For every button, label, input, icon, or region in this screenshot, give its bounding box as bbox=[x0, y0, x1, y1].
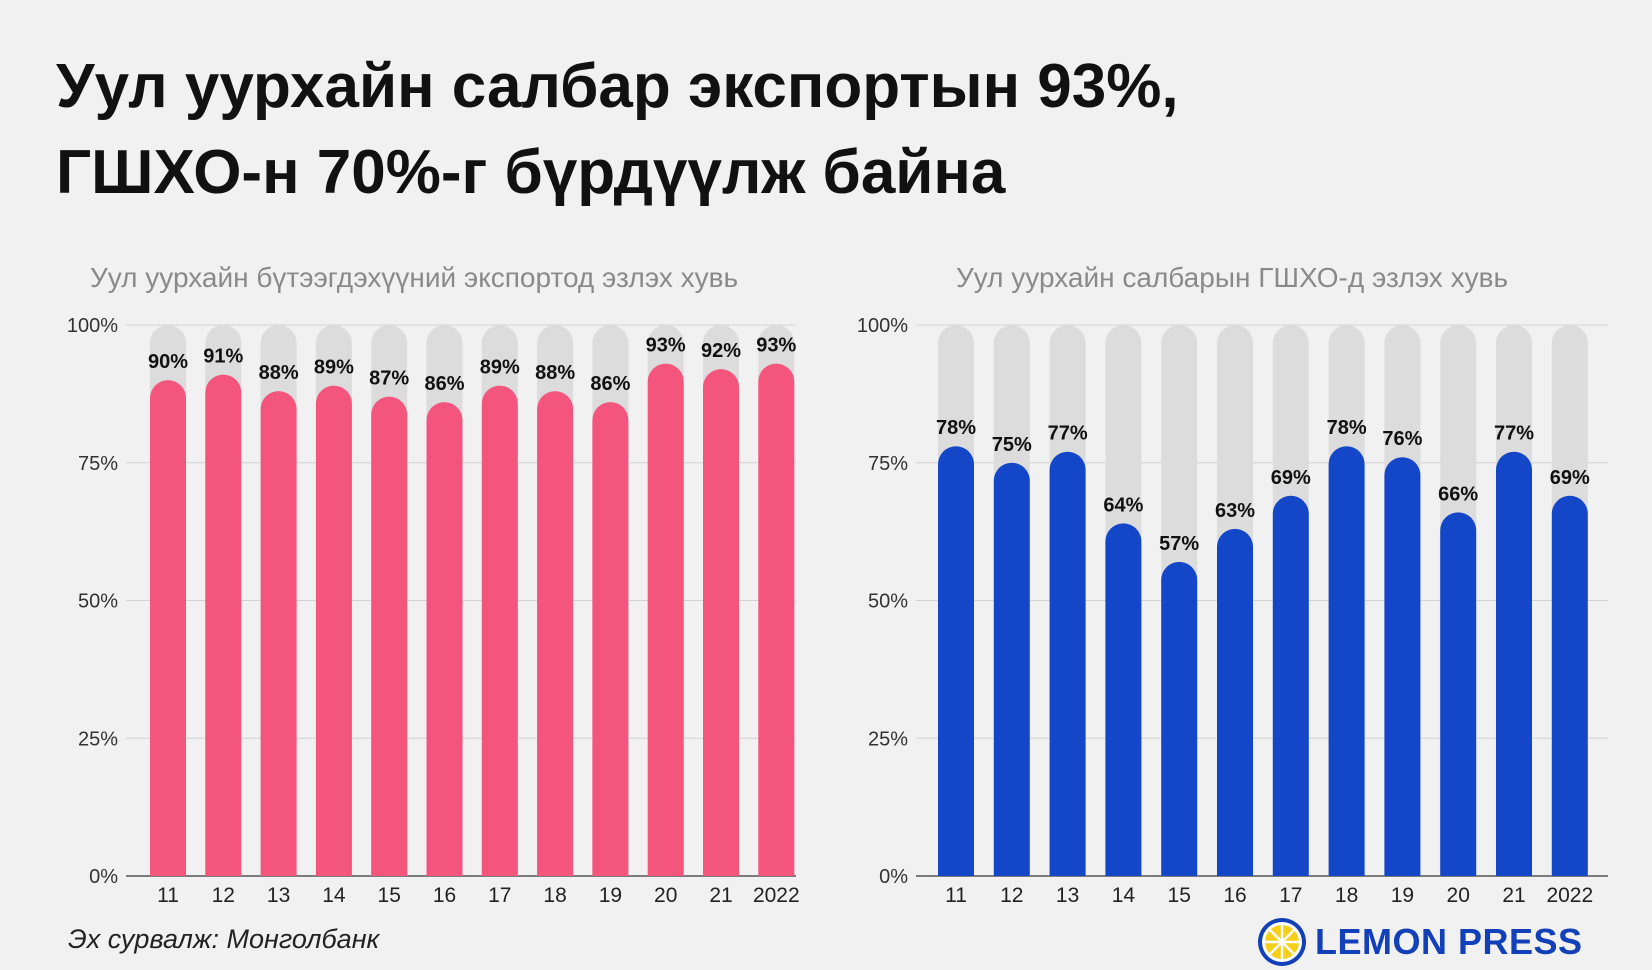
bar bbox=[426, 402, 463, 876]
data-label: 90% bbox=[148, 351, 188, 373]
headline-line-1: Уул уурхайн салбар экспортын 93%, bbox=[56, 52, 1179, 121]
x-tick-label: 21 bbox=[709, 884, 732, 907]
data-label: 93% bbox=[646, 335, 686, 357]
data-label: 64% bbox=[1103, 494, 1143, 516]
x-tick-label: 12 bbox=[1000, 884, 1023, 907]
brand-name: LEMON PRESS bbox=[1315, 921, 1583, 962]
x-tick-label: 12 bbox=[212, 884, 235, 907]
x-tick-label: 11 bbox=[945, 884, 967, 907]
x-tick-label: 19 bbox=[599, 884, 622, 907]
bar bbox=[371, 396, 408, 876]
data-label: 92% bbox=[701, 340, 741, 362]
data-label: 86% bbox=[424, 373, 464, 395]
bar bbox=[1161, 561, 1198, 876]
x-tick-label: 16 bbox=[1223, 884, 1246, 907]
data-label: 77% bbox=[1048, 423, 1088, 445]
x-tick-label: 16 bbox=[433, 884, 456, 907]
x-tick-label: 2022 bbox=[1546, 884, 1593, 907]
bar bbox=[1049, 451, 1086, 876]
y-tick-label: 75% bbox=[868, 453, 908, 475]
mining-fdi-share-chart: Уул уурхайн салбарын ГШХО-д эзлэх хувь 0… bbox=[830, 250, 1652, 930]
headline-line-2: ГШХО-н 70%-г бүрдүүлж байна bbox=[56, 138, 1006, 207]
data-label: 78% bbox=[1327, 417, 1367, 439]
data-label: 89% bbox=[314, 357, 354, 379]
data-label: 76% bbox=[1382, 428, 1422, 450]
bar bbox=[1551, 495, 1588, 876]
bar bbox=[1328, 446, 1365, 876]
bar bbox=[592, 402, 629, 876]
chart-title: Уул уурхайн бүтээгдэхүүний экспортод эзл… bbox=[90, 262, 739, 293]
data-label: 88% bbox=[259, 362, 299, 384]
x-tick-label: 17 bbox=[488, 884, 511, 907]
mining-export-share-chart: Уул уурхайн бүтээгдэхүүний экспортод эзл… bbox=[0, 250, 830, 930]
x-tick-label: 11 bbox=[157, 884, 179, 907]
x-tick-label: 21 bbox=[1502, 884, 1525, 907]
source-note: Эх сурвалж: Монголбанк bbox=[68, 924, 380, 954]
bar bbox=[1440, 512, 1477, 876]
bar bbox=[315, 385, 352, 876]
bar bbox=[1217, 528, 1253, 876]
y-tick-label: 0% bbox=[879, 866, 908, 888]
y-tick-label: 0% bbox=[89, 866, 118, 888]
bar bbox=[647, 363, 684, 876]
data-label: 91% bbox=[203, 346, 243, 368]
x-tick-label: 18 bbox=[1335, 884, 1358, 907]
data-label: 88% bbox=[535, 362, 575, 384]
x-tick-label: 20 bbox=[654, 884, 677, 907]
page-headline: Уул уурхайн салбар экспортын 93%, ГШХО-н… bbox=[56, 44, 1556, 216]
x-tick-label: 19 bbox=[1391, 884, 1414, 907]
data-label: 69% bbox=[1271, 467, 1311, 489]
y-tick-label: 50% bbox=[78, 591, 118, 613]
brand-logo[interactable]: LEMON PRESS bbox=[1257, 914, 1583, 970]
data-label: 78% bbox=[936, 417, 976, 439]
bar bbox=[537, 391, 574, 876]
data-label: 63% bbox=[1215, 500, 1255, 522]
data-label: 86% bbox=[590, 373, 630, 395]
x-tick-label: 17 bbox=[1279, 884, 1302, 907]
chart-plot: 0% 25% 50% 75% 100% 78% 11 75% 12 77% 13 64% 14 57% 15… bbox=[857, 315, 1608, 907]
y-tick-label: 100% bbox=[67, 315, 118, 337]
data-label: 87% bbox=[369, 368, 409, 390]
x-tick-label: 13 bbox=[1056, 884, 1079, 907]
y-tick-label: 100% bbox=[857, 315, 908, 337]
y-tick-label: 75% bbox=[78, 453, 118, 475]
bar bbox=[260, 391, 297, 876]
data-label: 69% bbox=[1550, 467, 1590, 489]
lemon-slice-icon bbox=[1258, 918, 1306, 966]
data-label: 89% bbox=[480, 357, 520, 379]
bar bbox=[1272, 495, 1309, 876]
bar bbox=[205, 374, 242, 876]
bar bbox=[938, 446, 974, 876]
bar bbox=[150, 380, 186, 876]
bar bbox=[1105, 523, 1142, 876]
data-label: 77% bbox=[1494, 423, 1534, 445]
x-tick-label: 2022 bbox=[753, 884, 800, 907]
x-tick-label: 13 bbox=[267, 884, 290, 907]
bar bbox=[481, 385, 518, 876]
x-tick-label: 14 bbox=[1112, 884, 1136, 907]
x-tick-label: 15 bbox=[1168, 884, 1191, 907]
data-label: 93% bbox=[756, 335, 796, 357]
data-label: 75% bbox=[992, 434, 1032, 456]
chart-title: Уул уурхайн салбарын ГШХО-д эзлэх хувь bbox=[956, 262, 1509, 293]
chart-plot: 0% 25% 50% 75% 100% 90% 11 91% 12 88% 13 89% 14 87% 15… bbox=[67, 315, 800, 907]
data-label: 66% bbox=[1438, 483, 1478, 505]
y-tick-label: 25% bbox=[868, 728, 908, 750]
x-tick-label: 18 bbox=[543, 884, 566, 907]
y-tick-label: 25% bbox=[78, 728, 118, 750]
bar bbox=[1496, 451, 1532, 876]
data-label: 57% bbox=[1159, 533, 1199, 555]
x-tick-label: 15 bbox=[378, 884, 401, 907]
bar bbox=[993, 462, 1030, 876]
x-tick-label: 20 bbox=[1447, 884, 1470, 907]
bar bbox=[758, 363, 795, 876]
bar bbox=[1384, 457, 1421, 876]
x-tick-label: 14 bbox=[322, 884, 346, 907]
y-tick-label: 50% bbox=[868, 591, 908, 613]
bar bbox=[703, 369, 739, 876]
